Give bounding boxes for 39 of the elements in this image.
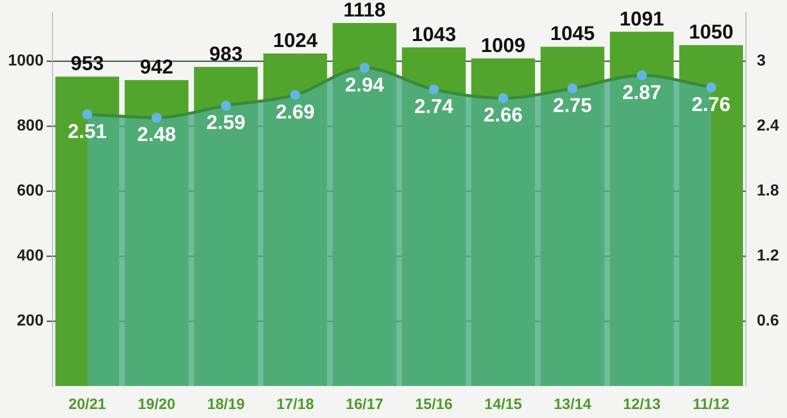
- y-tick-label: 1000: [8, 52, 44, 70]
- x-tick-label: 18/19: [207, 396, 245, 414]
- x-tick-label: 14/15: [484, 396, 522, 414]
- y-tick-label: 800: [16, 118, 44, 135]
- data-label: 2.48: [137, 124, 176, 146]
- data-label: 2.69: [276, 101, 315, 124]
- x-tick-label: 20/21: [68, 396, 106, 414]
- data-label: 1009: [480, 34, 526, 57]
- y-tick-label: 600: [16, 182, 44, 200]
- data-label: 2.74: [414, 96, 454, 118]
- x-tick-label: 12/13: [623, 396, 661, 414]
- data-label: 1091: [620, 8, 664, 30]
- data-label: 1045: [550, 23, 595, 46]
- data-label: 2.75: [553, 94, 592, 117]
- x-tick-label: 16/17: [346, 396, 384, 414]
- y-tick-label: 400: [16, 248, 44, 265]
- data-label: 1050: [688, 22, 734, 44]
- data-label: 1024: [272, 30, 318, 52]
- y2-tick-label: 3: [756, 52, 766, 70]
- x-tick-label: 17/18: [276, 396, 314, 414]
- x-tick-label: 19/20: [138, 396, 176, 414]
- y2-tick-label: 1.8: [756, 182, 780, 200]
- data-label: 2.66: [484, 104, 523, 127]
- data-label: 1118: [343, 0, 386, 22]
- data-label: 2.94: [345, 74, 385, 96]
- x-tick-label: 15/16: [415, 396, 453, 414]
- y2-tick-label: 0.6: [756, 312, 780, 330]
- data-label: 2.59: [206, 112, 246, 134]
- x-tick-label: 13/14: [554, 396, 592, 414]
- x-tick-label: 11/12: [692, 396, 730, 414]
- data-label: 2.76: [692, 94, 731, 116]
- y2-tick-label: 2.4: [756, 118, 780, 135]
- data-label: 1043: [412, 24, 456, 46]
- data-label: 2.51: [68, 120, 107, 143]
- y2-tick-label: 1.2: [756, 248, 780, 265]
- data-label: 2.87: [622, 82, 662, 104]
- y-tick-label: 200: [16, 312, 44, 330]
- data-label: 983: [209, 43, 243, 66]
- data-label: 942: [140, 56, 174, 79]
